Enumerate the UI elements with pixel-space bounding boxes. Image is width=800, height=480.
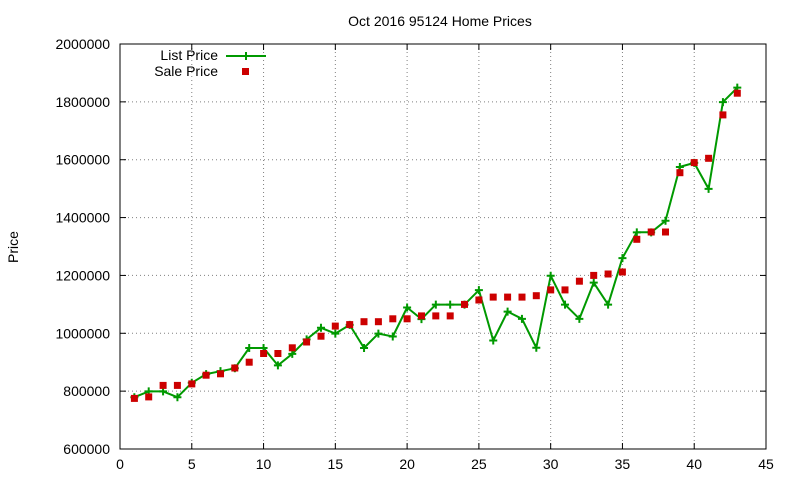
x-tick-label: 15 (328, 456, 344, 472)
sale-price-point (676, 169, 684, 177)
sale-price-point (590, 271, 598, 279)
sale-price-point (604, 270, 612, 278)
legend-label-list-price: List Price (160, 47, 218, 63)
sale-price-point (231, 364, 239, 372)
sale-price-point (331, 322, 339, 330)
y-axis-label: Price (5, 231, 21, 263)
list-price-point (661, 216, 670, 225)
sale-price-point (532, 292, 540, 300)
sale-price-point (317, 332, 325, 340)
list-price-point (489, 336, 498, 345)
x-tick-label: 0 (116, 456, 124, 472)
list-price-point (374, 329, 383, 338)
list-price-point (704, 184, 713, 193)
x-tick-label: 35 (615, 456, 631, 472)
sale-price-point (418, 312, 425, 320)
sale-price-point (159, 381, 167, 389)
list-price-point (503, 307, 512, 316)
sale-price-point (705, 154, 713, 162)
legend: List Price Sale Price (154, 47, 266, 79)
sale-price-point (303, 338, 311, 346)
legend-marker-sale-price (242, 68, 249, 75)
list-price-point (546, 271, 555, 280)
chart-title: Oct 2016 95124 Home Prices (348, 13, 532, 29)
sale-price-point (288, 344, 296, 352)
sale-price-point (446, 312, 454, 320)
list-price-point (618, 254, 627, 263)
list-price-point (360, 344, 369, 353)
list-price-point (604, 300, 613, 309)
sale-price-point (719, 111, 727, 119)
sale-price-point (217, 370, 224, 378)
sale-price-point (647, 228, 655, 236)
sale-price-point (360, 318, 368, 326)
list-price-point (403, 303, 412, 312)
list-price-point (245, 344, 254, 353)
list-price-point (173, 393, 182, 402)
plot-frame (119, 43, 767, 450)
list-price-point (474, 286, 483, 295)
y-tick-label: 600000 (63, 441, 110, 457)
sale-price-point (633, 235, 641, 243)
list-price-point (273, 361, 282, 370)
x-tick-label: 20 (399, 456, 415, 472)
sale-price-point (145, 393, 153, 401)
sale-price-point (475, 296, 483, 304)
legend-label-sale-price: Sale Price (154, 63, 218, 79)
sale-price-point (432, 312, 440, 320)
sale-price-point (575, 277, 583, 285)
sale-price-point (389, 315, 397, 323)
sale-price-point (346, 321, 354, 329)
sale-price-point (561, 286, 569, 294)
y-tick-label: 1400000 (55, 210, 110, 226)
sale-price-point (274, 350, 282, 357)
sale-price-point (690, 159, 698, 167)
list-price-point (589, 278, 598, 287)
sale-price-point (130, 394, 138, 402)
list-price-point (575, 314, 584, 323)
sale-price-point (245, 358, 253, 366)
list-price-point (718, 98, 727, 107)
x-tick-label: 45 (758, 456, 774, 472)
list-price-point (431, 300, 440, 309)
y-tick-label: 1600000 (55, 152, 110, 168)
sale-price-point (260, 350, 268, 357)
sale-price-point (374, 318, 382, 326)
list-price-point (388, 332, 397, 341)
sale-price-point (733, 89, 741, 97)
series-layer (130, 83, 742, 402)
list-price-point (316, 323, 325, 332)
list-price-point (446, 300, 455, 309)
y-tick-label: 1000000 (55, 325, 110, 341)
x-tick-label: 5 (188, 456, 196, 472)
sale-price-point (618, 268, 626, 276)
sale-price-point (403, 315, 411, 323)
legend-marker-list-price (242, 52, 250, 60)
x-tick-label: 40 (686, 456, 702, 472)
sale-price-point (188, 380, 196, 388)
sale-price-point (518, 293, 526, 301)
x-tick-label: 10 (256, 456, 272, 472)
x-tick-label: 25 (471, 456, 487, 472)
y-tick-label: 800000 (63, 383, 110, 399)
sale-price-point (504, 293, 512, 301)
list-price-point (561, 300, 570, 309)
y-tick-label: 1800000 (55, 94, 110, 110)
tick-layer: 0 5 10 15 20 25 30 35 40 45 600000 800000 1000000 120… (55, 36, 774, 472)
x-tick-label: 30 (543, 456, 559, 472)
y-tick-label: 2000000 (55, 36, 110, 52)
list-price-point (331, 329, 340, 338)
sale-price-point (662, 228, 669, 236)
sale-price-point (202, 371, 210, 379)
y-tick-label: 1200000 (55, 267, 110, 283)
list-price-point (532, 343, 541, 352)
sale-price-point (173, 381, 181, 389)
list-price-point (632, 228, 641, 237)
sale-price-point (489, 293, 497, 301)
list-price-point (517, 314, 526, 323)
sale-price-point (461, 300, 468, 308)
sale-price-point (547, 286, 555, 294)
